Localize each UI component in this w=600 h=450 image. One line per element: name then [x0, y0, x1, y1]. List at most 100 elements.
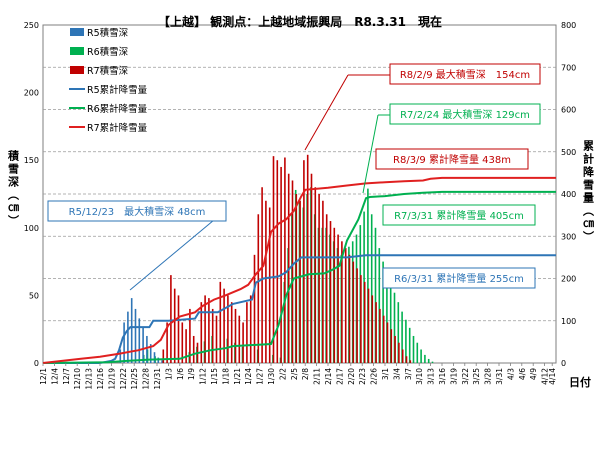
bar-r7-depth: [314, 187, 317, 363]
bar-r5-depth: [146, 335, 148, 363]
y-right-tick: 700: [561, 63, 576, 72]
bar-r7-depth: [276, 160, 279, 363]
bar-r6-depth: [393, 292, 396, 363]
bar-r7-depth: [394, 335, 396, 363]
bar-r6-depth: [386, 271, 388, 363]
bar-r7-depth: [409, 360, 412, 363]
bar-r6-depth: [401, 311, 403, 363]
bar-r6-depth: [374, 227, 377, 363]
x-tick-label: 2/20: [347, 368, 356, 385]
annotation-r7-max-box: [389, 103, 541, 125]
x-tick-label: 2/23: [358, 368, 367, 385]
y-left-tick: 50: [29, 291, 39, 300]
y-left-tick: 100: [24, 224, 39, 233]
x-tick-label: 1/30: [267, 368, 276, 385]
cumulative-lines: [42, 176, 556, 364]
bar-r6-depth: [389, 281, 392, 363]
x-tick-label: 3/1: [381, 368, 390, 380]
bar-r7-depth: [284, 157, 286, 363]
bar-r7-depth: [348, 254, 351, 363]
annotation-r8-max: R8/2/9 最大積雪深 154cm: [400, 68, 530, 81]
bar-r7-depth: [382, 315, 385, 363]
y-right-label: 累計降雪量（㎝）: [582, 140, 596, 244]
bar-r7-depth: [341, 241, 343, 363]
bar-r5-depth: [142, 327, 144, 363]
legend-r5-line-label: R5累計降雪量: [87, 84, 148, 96]
bar-r7-depth: [371, 295, 374, 363]
x-tick-label: 2/8: [301, 368, 310, 380]
x-tick-label: 3/7: [404, 368, 413, 380]
bar-r7-depth: [246, 302, 248, 363]
x-tick-label: 1/27: [256, 368, 265, 385]
legend-r6-bar-swatch: [70, 47, 84, 55]
bar-r7-depth: [238, 315, 241, 363]
bar-r7-depth: [272, 156, 275, 363]
bar-r7-depth: [189, 308, 191, 363]
bar-r7-depth: [329, 221, 332, 363]
annotation-r8-cum: R8/3/9 累計降雪量 438m: [393, 153, 511, 166]
bar-r5-depth: [134, 308, 137, 363]
y-left-tick: 150: [24, 156, 39, 165]
bar-r7-depth: [401, 349, 404, 363]
bar-r7-depth: [322, 200, 324, 363]
bar-r7-depth: [242, 322, 244, 363]
bar-r7-depth: [208, 298, 210, 363]
y-right-tick: 600: [561, 106, 576, 115]
annotation-r5-max: R5/12/23 最大積雪深 48cm: [69, 205, 206, 218]
bar-r6-depth: [405, 319, 407, 363]
bar-r7-depth: [192, 335, 195, 363]
bar-r7-depth: [360, 275, 362, 363]
bar-r7-depth: [379, 308, 381, 363]
x-tick-label: 3/16: [438, 368, 447, 385]
y-right-tick: 800: [561, 21, 576, 30]
bar-r7-depth: [185, 329, 187, 363]
y-right-tick: 300: [561, 232, 576, 241]
bar-r5-depth: [119, 349, 122, 363]
y-left-tick: 0: [34, 359, 39, 368]
y-right-tick: 0: [561, 359, 566, 368]
bar-r7-depth: [211, 308, 214, 363]
annotation-r7-max-leader: [362, 114, 379, 194]
y-right-tick: 100: [561, 317, 576, 326]
legend: R5積雪深 R6積雪深 R7積雪深 R5累計降雪量 R6累計降雪量 R7累計降雪…: [69, 27, 148, 134]
bar-r7-depth: [367, 288, 370, 363]
bar-r7-depth: [200, 302, 203, 363]
x-tick-label: 4/9: [529, 368, 538, 380]
bar-r6-depth: [382, 261, 384, 363]
x-tick-label: 2/2: [278, 368, 287, 380]
x-tick-label: 2/11: [313, 368, 322, 385]
x-tick-label: 1/15: [210, 368, 219, 385]
bar-r7-depth: [318, 194, 320, 363]
bar-r7-depth: [181, 322, 184, 363]
bar-r7-depth: [166, 322, 168, 363]
x-tick-label: 2/14: [324, 368, 333, 385]
annotation-r8-max-box: [389, 63, 541, 85]
x-tick-label: 3/19: [449, 368, 458, 385]
bar-r7-depth: [234, 308, 237, 363]
annotation-r6-cum-box: [382, 267, 536, 289]
x-tick-label: 2/17: [335, 368, 344, 385]
bar-r5-depth: [130, 298, 133, 363]
snow-depth-bars: [119, 154, 434, 363]
bar-r7-depth: [356, 268, 358, 363]
legend-r7-bar-label: R7積雪深: [87, 65, 129, 77]
legend-r5-bar-label: R5積雪深: [87, 27, 129, 39]
bar-r7-depth: [177, 295, 180, 363]
bar-r7-depth: [265, 200, 267, 363]
bar-r7-depth: [405, 356, 408, 363]
bar-r6-depth: [367, 188, 369, 363]
bar-r6-depth: [408, 327, 411, 363]
bar-r7-depth: [386, 322, 389, 363]
annotation-r7-cum-box: [382, 204, 536, 226]
bar-r7-depth: [215, 315, 218, 363]
bar-r7-depth: [257, 214, 260, 363]
x-tick-label: 3/13: [427, 368, 436, 385]
line-r5-cumulative: [43, 254, 556, 364]
y-left-label: 積雪深（㎝）: [7, 149, 21, 228]
bar-r7-depth: [291, 180, 294, 363]
x-tick-label: 12/13: [85, 368, 94, 390]
x-tick-label: 2/5: [290, 368, 299, 380]
annotations: R5/12/23 最大積雪深 48cm R8/2/9 最大積雪深 154cm R…: [47, 63, 541, 291]
x-tick-label: 1/12: [199, 368, 208, 385]
y-right-tick: 200: [561, 275, 576, 284]
